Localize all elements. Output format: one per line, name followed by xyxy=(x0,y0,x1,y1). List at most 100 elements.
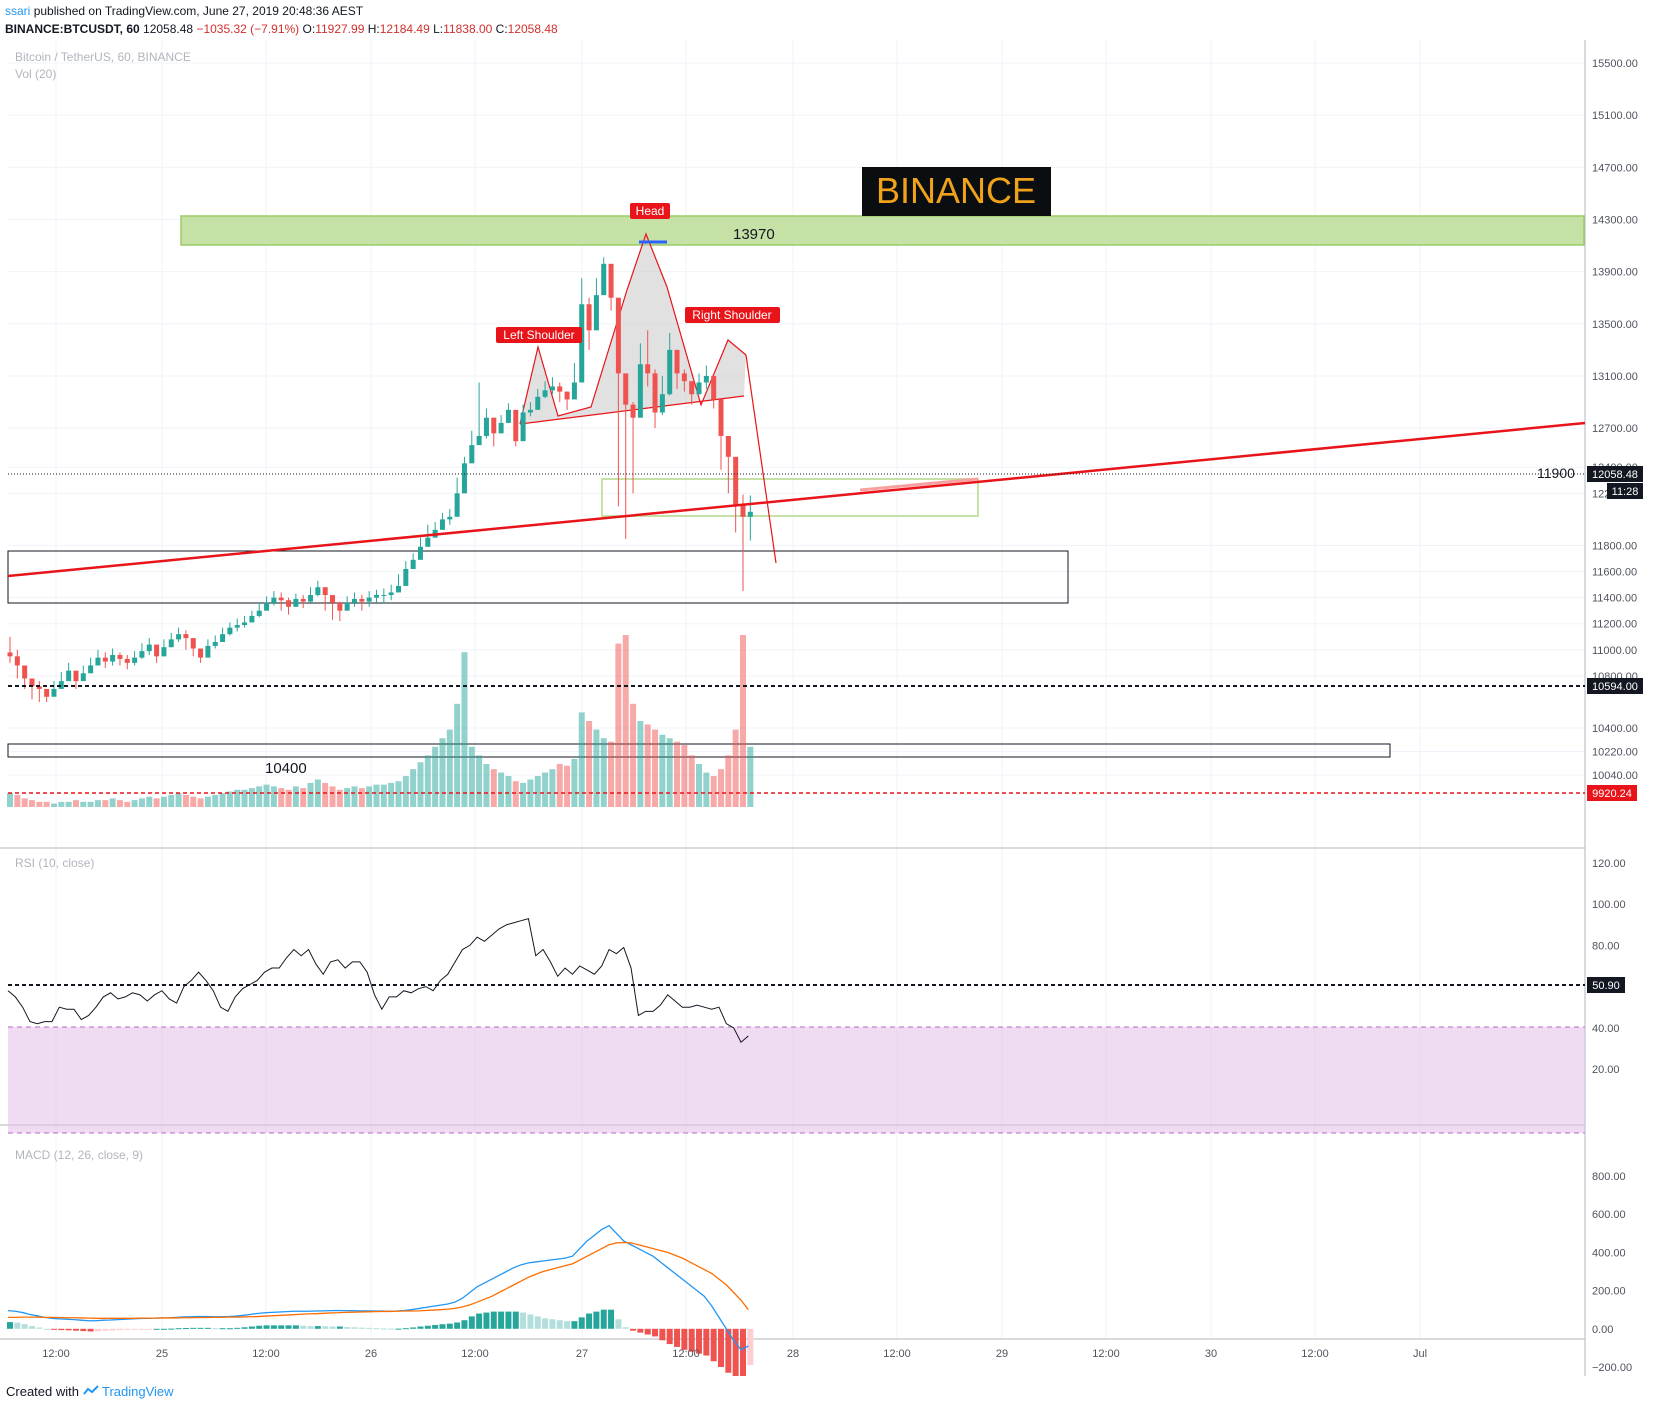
macd-hist-bar xyxy=(182,1328,189,1330)
volume-bar xyxy=(219,793,226,807)
macd-hist-bar xyxy=(36,1327,43,1329)
macd-hist-bar xyxy=(190,1327,197,1329)
price-tick-14: 11000.00 xyxy=(1592,645,1637,657)
price-tick-3: 14300.00 xyxy=(1592,214,1638,226)
rsi-tick-0: 120.00 xyxy=(1592,858,1626,870)
macd-hist-bar xyxy=(740,1328,746,1376)
candle-body xyxy=(711,375,717,400)
price-axis[interactable]: 15500.00 15100.00 14700.00 14300.00 13900.00… xyxy=(1592,58,1638,782)
macd-hist-bar xyxy=(329,1326,336,1329)
binance-logo-box xyxy=(862,167,1051,216)
created-with-label: Created with xyxy=(6,1384,79,1399)
candle-body xyxy=(212,641,218,646)
volume-bar xyxy=(307,782,314,807)
candle-body xyxy=(608,263,614,298)
high-value: 12184.49 xyxy=(379,22,430,36)
volume-bar xyxy=(600,738,607,807)
volume-bar xyxy=(351,786,358,807)
drop-line xyxy=(745,354,777,564)
macd-hist-bar xyxy=(58,1328,65,1331)
macd-hist-bar xyxy=(542,1318,549,1329)
candle-body xyxy=(73,670,79,682)
candle-body xyxy=(491,417,497,434)
candle-body xyxy=(476,435,482,446)
macd-hist-bar xyxy=(600,1309,607,1329)
trend-line xyxy=(7,421,1586,578)
volume-bar xyxy=(549,769,556,807)
time-axis[interactable]: 12:00 25 12:00 26 12:00 27 12:00 28 12:00 29 12:00… xyxy=(42,1348,1427,1360)
macd-hist-bar xyxy=(696,1328,703,1354)
volume-bar xyxy=(674,741,681,807)
chart-header: ssari published on TradingView.com, June… xyxy=(0,0,1653,40)
candle-body xyxy=(249,615,255,623)
candle-body xyxy=(146,644,152,652)
volume-bar xyxy=(50,803,57,807)
volume-bar xyxy=(146,796,153,807)
macd-hist-bar xyxy=(263,1325,270,1329)
hs-pattern-outline xyxy=(519,232,747,425)
price-tick-16: 10400.00 xyxy=(1592,723,1638,735)
volume-bar xyxy=(270,786,277,807)
macd-hist-bar xyxy=(373,1328,380,1330)
volume-bar xyxy=(248,788,255,807)
hs-pattern-fill xyxy=(520,234,746,424)
time-tick-3: 26 xyxy=(365,1348,377,1360)
candle-body xyxy=(513,409,519,442)
resistance-zone xyxy=(180,215,1585,246)
candle-body xyxy=(366,597,372,602)
macd-hist-bar xyxy=(21,1324,28,1329)
macd-hist-bar xyxy=(688,1328,695,1352)
macd-hist-bar xyxy=(703,1328,710,1356)
volume-bar xyxy=(65,801,72,807)
candle-body xyxy=(498,422,504,434)
tradingview-link[interactable]: TradingView xyxy=(102,1384,174,1399)
macd-hist-bar xyxy=(94,1328,101,1332)
vol-legend: Vol (20) xyxy=(15,67,56,81)
macd-hist-bar xyxy=(439,1324,446,1329)
macd-axis[interactable]: 800.00 600.00 400.00 200.00 0.00 −200.00 xyxy=(1592,1171,1632,1374)
candle-body xyxy=(234,625,240,628)
candle-body xyxy=(102,657,108,662)
high-label: H: xyxy=(367,22,380,36)
candle-body xyxy=(66,670,72,682)
volume-bar xyxy=(109,798,116,807)
candle-body xyxy=(227,627,233,635)
candle-body xyxy=(667,349,673,395)
volume-bar xyxy=(432,746,439,807)
macd-hist-bar xyxy=(87,1328,94,1332)
volume-bar xyxy=(94,800,101,807)
candle-body xyxy=(352,598,358,603)
volume-bar xyxy=(395,781,402,807)
volume-bar xyxy=(36,801,43,807)
rsi-tick-5: 20.00 xyxy=(1592,1064,1620,1076)
price-tick-11: 11600.00 xyxy=(1592,567,1637,579)
candle-body xyxy=(439,519,445,530)
macd-hist-bar xyxy=(138,1328,145,1330)
time-tick-8: 12:00 xyxy=(883,1348,911,1360)
candle-body xyxy=(132,657,138,663)
volume-bar xyxy=(212,794,219,807)
author-link[interactable]: ssari xyxy=(5,4,31,18)
macd-hist-bar xyxy=(300,1325,307,1329)
candle-body xyxy=(725,435,731,457)
macd-hist-bar xyxy=(204,1327,211,1329)
price-tick-7: 12700.00 xyxy=(1592,423,1638,435)
volume-bar xyxy=(102,800,109,807)
candle-body xyxy=(447,516,453,520)
time-tick-0: 12:00 xyxy=(42,1348,70,1360)
candle-body xyxy=(615,297,621,374)
candle-body xyxy=(601,263,607,296)
candle-body xyxy=(703,375,709,383)
macd-hist-bar xyxy=(28,1326,35,1329)
macd-hist-bar xyxy=(666,1328,673,1345)
candle-body xyxy=(36,686,42,689)
chart-canvas[interactable]: 13970 BINANCE 10400 Head Left Shoulder R… xyxy=(0,40,1653,1376)
head-label: Head xyxy=(636,204,665,218)
macd-hist-bar xyxy=(586,1313,593,1329)
volume-bar xyxy=(138,798,145,807)
candle-body xyxy=(359,598,365,602)
volume-bar xyxy=(747,746,754,807)
macd-hist-bar xyxy=(175,1328,182,1330)
volume-bar xyxy=(241,789,248,807)
macd-hist-bar xyxy=(358,1327,365,1329)
